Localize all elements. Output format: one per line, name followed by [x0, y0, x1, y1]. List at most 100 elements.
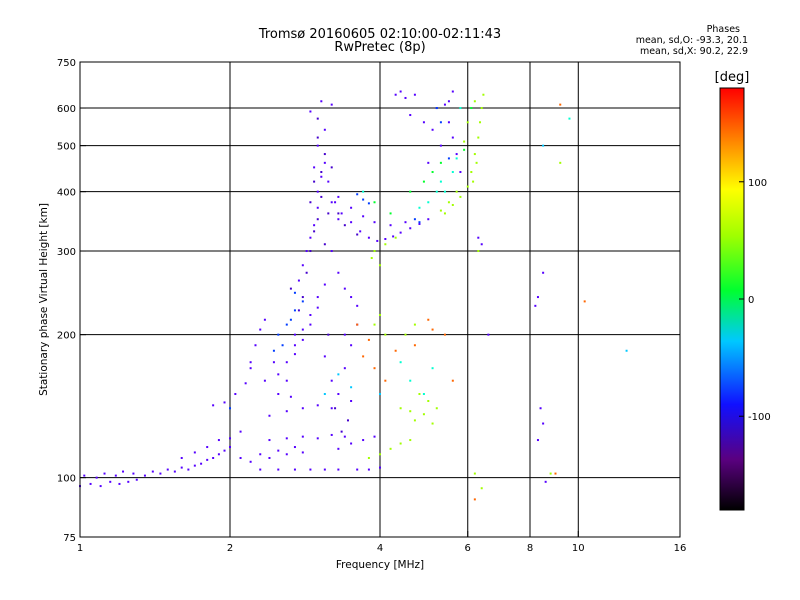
data-point: [223, 401, 226, 404]
data-point: [413, 93, 416, 96]
axis-ticks: 1 2 4 6 8 10 16 75 100 200 300 400 500 600 750: [57, 58, 686, 554]
data-point: [212, 456, 215, 459]
data-point: [135, 478, 138, 481]
data-point: [399, 231, 402, 234]
colorbar-tick-label: 0: [748, 295, 754, 306]
data-point: [356, 193, 359, 196]
data-points: [79, 90, 628, 501]
data-point: [89, 482, 92, 485]
data-point: [443, 212, 446, 215]
x-axis-label: Frequency [MHz]: [336, 559, 424, 571]
data-point: [293, 333, 296, 336]
y-tick-label: 75: [63, 533, 76, 544]
data-point: [337, 271, 340, 274]
data-point: [350, 206, 353, 209]
data-point: [409, 114, 412, 117]
data-point: [544, 480, 547, 483]
data-point: [356, 468, 359, 471]
data-point: [536, 296, 539, 299]
data-point: [455, 190, 458, 193]
data-point: [463, 140, 466, 143]
data-point: [534, 304, 537, 307]
data-point: [418, 222, 421, 225]
data-point: [409, 410, 412, 413]
data-point: [373, 201, 376, 204]
data-point: [463, 148, 466, 151]
data-point: [217, 439, 220, 442]
data-point: [114, 474, 117, 477]
data-point: [330, 166, 333, 169]
data-point: [422, 393, 425, 396]
data-point: [431, 367, 434, 370]
data-point: [583, 300, 586, 303]
data-point: [362, 215, 365, 218]
data-point: [394, 93, 397, 96]
data-point: [435, 107, 438, 110]
data-point: [359, 230, 362, 233]
data-point: [212, 404, 215, 407]
data-point: [309, 110, 312, 113]
data-point: [542, 422, 545, 425]
data-point: [389, 212, 392, 215]
data-point: [337, 195, 340, 198]
colorbar-label: [deg]: [715, 70, 750, 85]
data-point: [109, 480, 112, 483]
colorbar-tick-label: 100: [748, 178, 767, 189]
data-point: [379, 466, 381, 469]
data-point: [327, 333, 330, 336]
data-point: [301, 451, 304, 454]
data-point: [166, 468, 169, 471]
data-point: [316, 144, 319, 147]
data-point: [413, 323, 416, 326]
x-tick-label: 1: [77, 543, 83, 554]
data-point: [330, 201, 333, 204]
data-point: [316, 218, 319, 221]
data-point: [159, 472, 162, 475]
data-point: [473, 472, 476, 475]
phase-stats-x: mean, sd,X: 90.2, 22.9: [639, 46, 748, 57]
data-point: [350, 400, 353, 403]
data-point: [316, 117, 319, 120]
data-point: [173, 470, 176, 473]
data-point: [337, 212, 340, 215]
y-tick-label: 200: [57, 331, 76, 342]
data-point: [422, 180, 425, 183]
data-point: [268, 414, 271, 417]
data-point: [542, 271, 545, 274]
data-point: [320, 100, 323, 103]
data-point: [316, 296, 319, 299]
grid: [80, 62, 680, 537]
data-point: [223, 449, 226, 452]
data-point: [466, 185, 469, 188]
data-point: [431, 171, 434, 174]
data-point: [323, 468, 326, 471]
data-point: [337, 218, 340, 221]
data-point: [83, 474, 86, 477]
data-point: [301, 300, 304, 303]
data-point: [625, 349, 628, 352]
data-point: [451, 171, 454, 174]
data-point: [301, 407, 304, 410]
data-point: [193, 464, 196, 467]
data-point: [343, 367, 346, 370]
phase-stats-title: Phases: [706, 24, 740, 35]
data-point: [422, 413, 425, 416]
data-point: [323, 153, 326, 156]
data-point: [239, 430, 242, 433]
data-point: [399, 90, 402, 93]
data-point: [301, 328, 304, 331]
data-point: [249, 361, 252, 364]
x-tick-label: 16: [674, 543, 687, 554]
data-point: [376, 239, 379, 242]
data-point: [301, 264, 304, 267]
data-point: [316, 190, 319, 193]
data-point: [323, 283, 326, 286]
data-point: [337, 393, 340, 396]
data-point: [404, 221, 407, 224]
data-point: [470, 107, 473, 110]
data-point: [356, 233, 359, 236]
data-point: [480, 107, 483, 110]
data-point: [451, 136, 454, 139]
data-point: [289, 318, 292, 321]
data-point: [373, 435, 376, 438]
